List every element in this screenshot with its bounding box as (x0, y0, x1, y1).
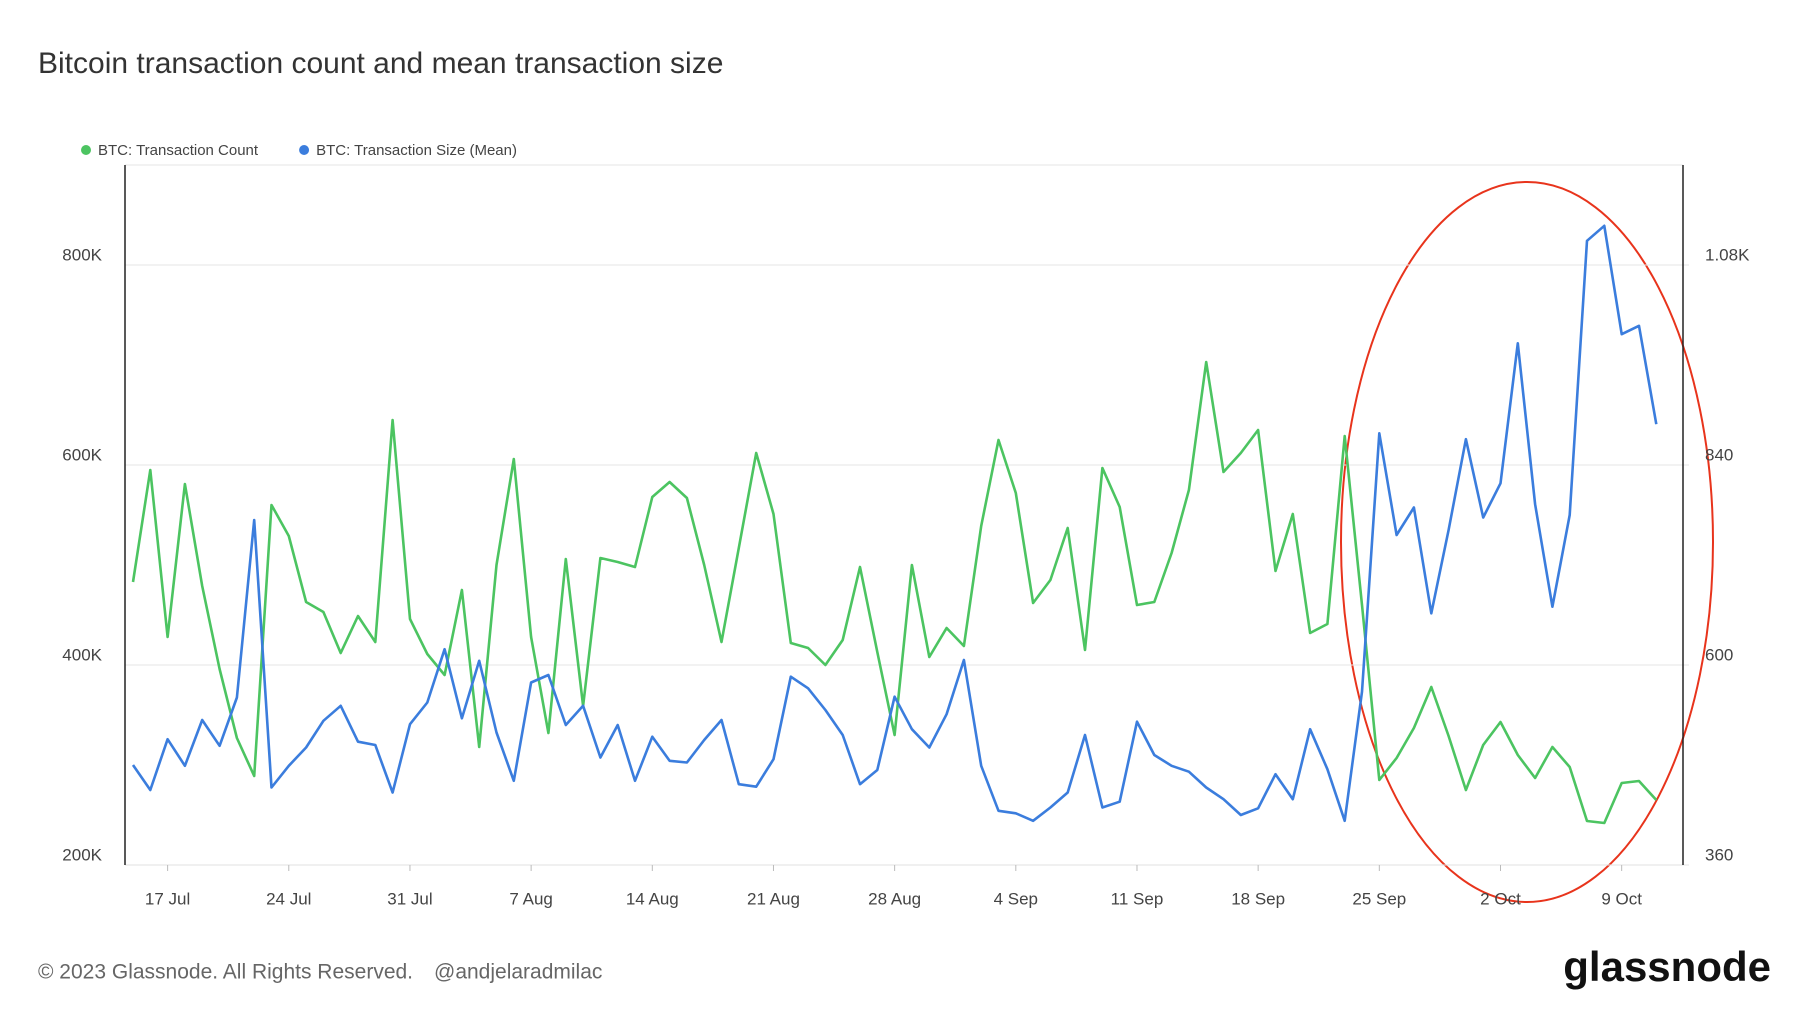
legend-label: BTC: Transaction Size (Mean) (316, 142, 517, 159)
x-tick-label: 14 Aug (626, 889, 679, 908)
legend-label: BTC: Transaction Count (98, 142, 259, 159)
x-tick-label: 7 Aug (509, 889, 553, 908)
x-tick-label: 9 Oct (1601, 889, 1642, 908)
x-tick-label: 17 Jul (145, 889, 190, 908)
handle: @andjelaradmilac (434, 961, 602, 984)
copyright: © 2023 Glassnode. All Rights Reserved. (38, 961, 413, 984)
logo: glassnode (1563, 943, 1771, 990)
x-tick-label: 2 Oct (1480, 889, 1521, 908)
y2-tick-label: 1.08K (1705, 245, 1750, 264)
x-tick-label: 11 Sep (1111, 889, 1164, 908)
y-tick-label: 200K (62, 845, 102, 864)
y2-tick-label: 840 (1705, 445, 1733, 464)
y-tick-label: 600K (62, 445, 102, 464)
x-tick-label: 21 Aug (747, 889, 800, 908)
series-line (131, 360, 1658, 825)
legend-dot (81, 145, 91, 155)
x-tick-label: 4 Sep (994, 889, 1038, 908)
y2-tick-label: 600 (1705, 645, 1733, 664)
x-tick-label: 25 Sep (1352, 889, 1406, 908)
chart-title: Bitcoin transaction count and mean trans… (38, 47, 723, 80)
x-tick-label: 24 Jul (266, 889, 311, 908)
legend-dot (299, 145, 310, 155)
x-tick-label: 28 Aug (868, 889, 921, 908)
x-tick-label: 31 Jul (387, 889, 432, 908)
y2-tick-label: 360 (1705, 845, 1733, 864)
series-line (131, 224, 1658, 823)
x-tick-label: 18 Sep (1231, 889, 1285, 908)
y-tick-label: 800K (62, 245, 102, 264)
y-tick-label: 400K (62, 645, 102, 664)
highlight-ellipse (1340, 181, 1714, 903)
